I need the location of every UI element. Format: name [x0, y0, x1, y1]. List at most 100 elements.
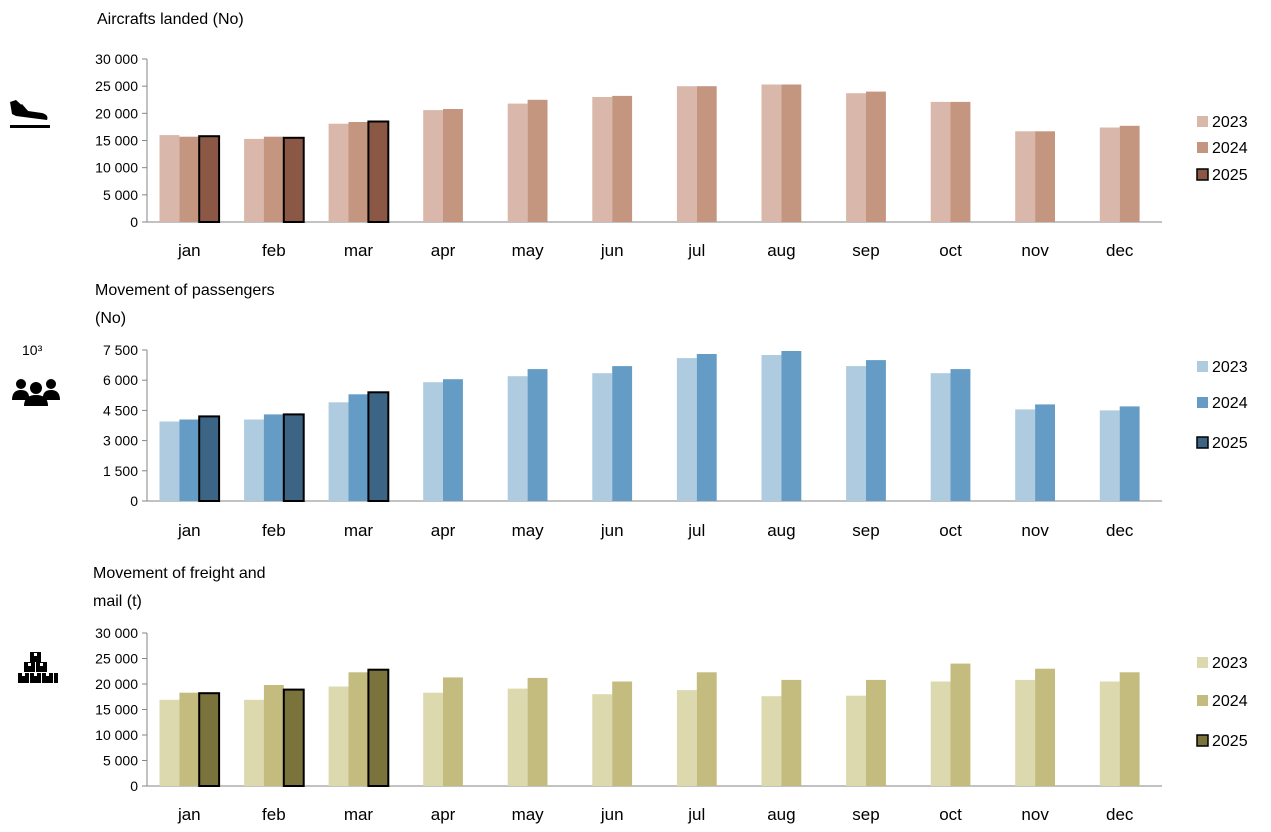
y-tick-label: 0: [130, 214, 138, 230]
bar-2023-dec: [1099, 127, 1120, 222]
legend-swatch-2024: [1197, 695, 1208, 706]
bar-2025-mar: [367, 668, 390, 788]
bar-2024-nov: [1035, 668, 1055, 786]
bar-2023-mar: [328, 402, 349, 501]
bar-2023-aug: [761, 84, 782, 222]
bar-2024-jun: [612, 95, 633, 222]
x-category-label: apr: [431, 805, 456, 824]
chart-title: Aircrafts landed (No): [97, 11, 244, 28]
bar-2023-sep: [846, 93, 866, 222]
y-tick-label: 6 000: [103, 372, 138, 388]
y-tick-label: 0: [130, 778, 138, 794]
x-category-label: aug: [767, 805, 795, 824]
bar-2025-feb: [282, 413, 305, 502]
bar-2024-oct: [950, 101, 971, 222]
bar-2025-jan: [198, 415, 221, 502]
bar-2024-oct: [950, 663, 971, 786]
x-category-label: jun: [600, 521, 624, 540]
bar-2024-feb: [263, 414, 284, 501]
bar-2023-jul: [676, 358, 697, 501]
y-tick-label: 10 000: [95, 160, 138, 176]
bar-2023-aug: [761, 696, 782, 786]
bar-2023-nov: [1015, 409, 1036, 501]
y-tick-label: 15 000: [95, 133, 138, 149]
bar-2024-jan: [179, 136, 200, 222]
bar-2024-dec: [1119, 406, 1140, 501]
legend-label-2024: 2024: [1212, 140, 1248, 157]
y-tick-label: 25 000: [95, 651, 138, 667]
x-category-label: jun: [600, 241, 624, 260]
bar-2023-jan: [159, 699, 180, 786]
unit-label: 10³: [22, 342, 43, 358]
bar-2023-dec: [1099, 681, 1120, 786]
x-category-label: nov: [1021, 241, 1049, 260]
x-category-label: nov: [1021, 805, 1049, 824]
bar-2023-apr: [423, 382, 444, 501]
airplane-landing-icon: [10, 100, 50, 128]
bar-2024-oct: [950, 369, 971, 501]
x-category-label: oct: [939, 241, 962, 260]
bar-2024-jun: [612, 366, 633, 501]
x-category-label: jan: [177, 521, 201, 540]
y-tick-label: 20 000: [95, 105, 138, 121]
chart-title: Movement of passengers: [95, 282, 275, 299]
bar-2024-may: [527, 369, 548, 501]
legend-swatch-2025: [1196, 734, 1209, 747]
x-category-label: aug: [767, 521, 795, 540]
chart-title: Movement of freight and: [93, 565, 266, 582]
bar-2023-may: [507, 376, 528, 501]
y-tick-label: 10 000: [95, 727, 138, 743]
bar-2025-jan: [198, 692, 221, 788]
bar-2023-jul: [676, 690, 697, 786]
bar-2025-mar: [367, 120, 390, 223]
legend-swatch-2023: [1197, 116, 1208, 127]
bar-2023-jun: [592, 694, 613, 786]
bar-2023-jan: [159, 135, 180, 222]
legend-label-2025: 2025: [1212, 167, 1248, 184]
x-category-label: jul: [687, 521, 705, 540]
x-category-label: feb: [262, 521, 286, 540]
bar-2025-feb: [282, 688, 305, 787]
chart-title: mail (t): [93, 593, 142, 610]
x-category-label: nov: [1021, 521, 1049, 540]
bar-2024-feb: [263, 685, 284, 786]
bar-2023-apr: [423, 110, 444, 222]
x-category-label: jul: [687, 241, 705, 260]
x-category-label: may: [512, 521, 545, 540]
legend-swatch-2024: [1197, 142, 1208, 153]
bar-2023-mar: [328, 686, 349, 786]
bar-2024-jan: [179, 692, 200, 786]
x-category-label: jan: [177, 241, 201, 260]
bar-2024-mar: [348, 122, 369, 222]
bar-2024-nov: [1035, 131, 1055, 222]
y-tick-label: 3 000: [103, 433, 138, 449]
x-category-label: sep: [852, 241, 879, 260]
bar-2023-jul: [676, 86, 697, 222]
legend-swatch-2023: [1197, 657, 1208, 668]
x-category-label: jun: [600, 805, 624, 824]
y-tick-label: 30 000: [95, 51, 138, 67]
bar-2023-jan: [159, 421, 180, 501]
bar-2024-sep: [866, 360, 886, 501]
bar-2024-mar: [348, 394, 369, 501]
bar-2024-apr: [443, 109, 463, 222]
x-category-label: feb: [262, 805, 286, 824]
legend-swatch-2025: [1196, 168, 1209, 181]
bar-2023-sep: [846, 366, 866, 501]
bar-2024-feb: [263, 136, 284, 222]
bar-2024-may: [527, 99, 548, 223]
bar-2025-feb: [282, 136, 305, 223]
bar-2024-aug: [781, 351, 802, 501]
bar-2023-nov: [1015, 679, 1036, 786]
bar-2024-jul: [696, 354, 717, 501]
bar-2023-may: [507, 103, 528, 222]
legend-label-2024: 2024: [1212, 395, 1248, 412]
y-tick-label: 15 000: [95, 702, 138, 718]
y-tick-label: 1 500: [103, 463, 138, 479]
bar-2023-oct: [930, 681, 951, 786]
y-tick-label: 7 500: [103, 342, 138, 358]
bar-2024-jan: [179, 419, 200, 501]
y-tick-label: 5 000: [103, 187, 138, 203]
